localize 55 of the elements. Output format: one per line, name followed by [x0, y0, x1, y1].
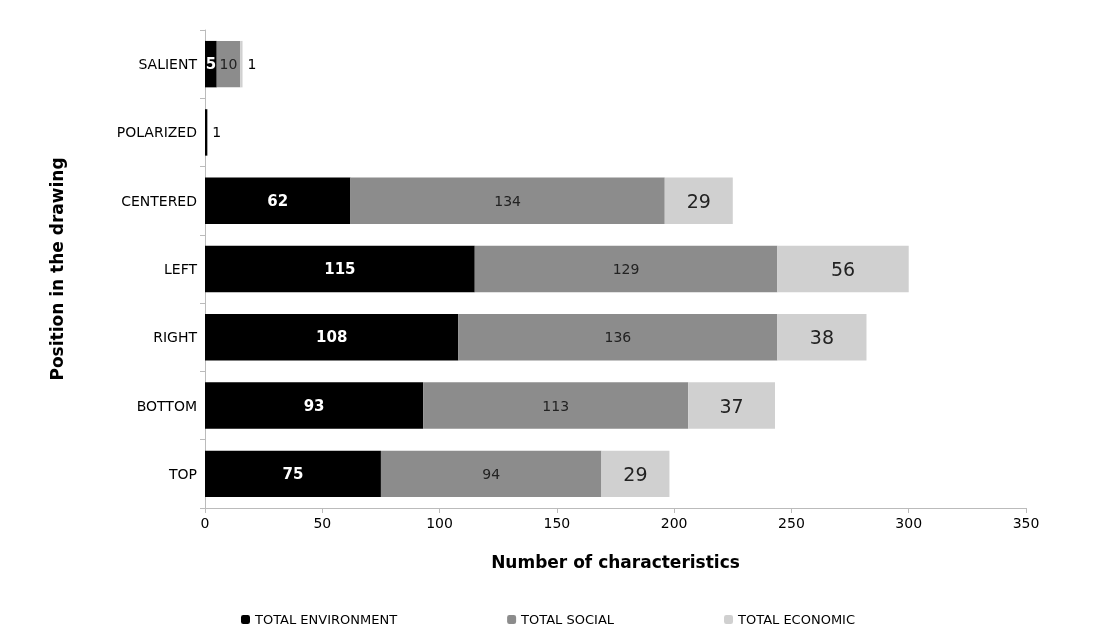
- bar: [380, 450, 602, 498]
- y-tick-label: BOTTOM: [136, 397, 197, 414]
- bar: [474, 245, 778, 293]
- bar: [688, 382, 776, 429]
- data-label: 136: [604, 329, 632, 346]
- bar: [205, 314, 459, 361]
- bar: [423, 382, 689, 429]
- bar: [458, 314, 778, 361]
- bar: [240, 40, 243, 88]
- y-tick-label: LEFT: [163, 261, 198, 277]
- bar: [777, 314, 867, 361]
- x-tick-label: 50: [313, 515, 332, 531]
- x-tick-label: 200: [660, 515, 688, 531]
- bar: [205, 382, 424, 429]
- bar: [601, 450, 670, 498]
- bar: [205, 177, 351, 224]
- y-tick-label: SALIENT: [138, 56, 198, 73]
- data-label: 38: [809, 326, 835, 349]
- x-tick-label: 0: [200, 515, 210, 531]
- data-label: 5: [205, 55, 217, 74]
- x-tick-label: 100: [426, 515, 453, 531]
- y-tick-label: TOP: [167, 465, 197, 482]
- data-label: 29: [623, 462, 648, 485]
- x-axis-title: Number of characteristics: [491, 551, 740, 572]
- legend-label: TOTAL SOCIAL: [520, 612, 615, 627]
- data-label: 93: [303, 396, 325, 415]
- x-tick-label: 250: [778, 515, 805, 531]
- bar: [350, 177, 665, 224]
- data-label: 29: [686, 189, 711, 212]
- data-label: 56: [830, 258, 856, 280]
- bar: [664, 177, 733, 224]
- data-label: 37: [719, 394, 744, 417]
- data-label: 115: [324, 260, 356, 278]
- data-label: 94: [482, 465, 501, 482]
- x-tick-label: 300: [895, 515, 923, 531]
- bar: [205, 450, 381, 498]
- data-label: 134: [494, 192, 522, 209]
- bar: [205, 245, 475, 293]
- data-label: 10: [219, 56, 238, 73]
- y-axis-title: Position in the drawing: [46, 157, 67, 381]
- data-label: 1: [212, 124, 222, 141]
- x-tick-label: 350: [1012, 515, 1040, 531]
- data-label: 1: [247, 56, 257, 73]
- y-tick-label: CENTERED: [121, 192, 197, 209]
- data-label: 129: [612, 261, 640, 277]
- data-label: 75: [282, 464, 304, 483]
- legend-label: TOTAL ENVIRONMENT: [254, 612, 398, 627]
- legend-label: TOTAL ECONOMIC: [737, 612, 856, 627]
- y-tick-label: POLARIZED: [116, 124, 197, 141]
- data-label: 108: [316, 328, 348, 347]
- bar: [777, 245, 909, 293]
- y-tick-label: RIGHT: [153, 329, 198, 346]
- data-label: 113: [542, 397, 570, 414]
- data-label: 62: [267, 191, 289, 210]
- x-tick-label: 150: [543, 515, 571, 531]
